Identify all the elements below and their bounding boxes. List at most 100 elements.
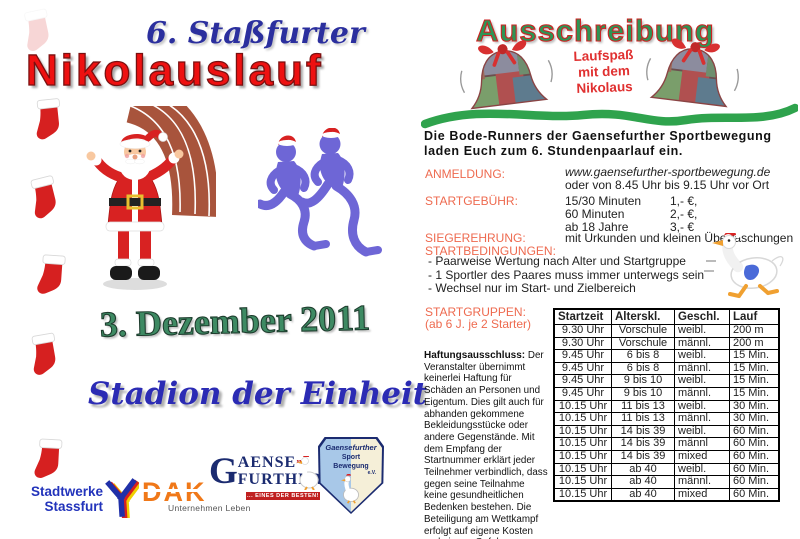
intro-line1: Die Bode-Runners der Gaensefurther Sport… [424, 129, 772, 143]
badge-line2: Sport [341, 454, 361, 461]
stocking-icon [25, 329, 66, 378]
table-cell: 11 bis 13 [611, 399, 675, 414]
table-cell: 10.15 Uhr [553, 449, 612, 464]
table-cell: 30 Min. [729, 412, 780, 426]
table-row: 9.30 Uhr Vorschule weibl. 200 m [553, 324, 780, 338]
table-row: 10.15 Uhr 11 bis 13 männl. 30 Min. [553, 412, 780, 426]
table-cell: männl. [674, 412, 730, 426]
gaense-big-g: G [209, 451, 238, 492]
table-cell: 14 bis 39 [611, 437, 675, 451]
stocking-icon [32, 436, 68, 482]
badge-goose-icon [341, 474, 359, 504]
col-geschlecht: Geschl. [674, 308, 730, 325]
table-row: 9.45 Uhr 9 bis 10 weibl. 15 Min. [553, 374, 780, 388]
table-cell: 14 bis 39 [611, 449, 675, 464]
table-cell: 15 Min. [729, 374, 780, 388]
table-cell: 60 Min. [729, 462, 780, 477]
table-row: 10.15 Uhr 14 bis 39 männl 60 Min. [553, 437, 780, 451]
table-cell: 6 bis 8 [611, 349, 675, 363]
col-altersklasse: Alterskl. [611, 308, 675, 325]
stocking-icon [31, 95, 69, 142]
gaense-mark: ” [296, 458, 303, 470]
startgebuehr-label: STARTGEBÜHR: [425, 194, 518, 208]
stadtwerke-logo: Stadtwerke Stassfurt [27, 484, 103, 514]
santa-on-track-illustration [86, 106, 216, 290]
badge-ev: e.V. [367, 470, 376, 476]
table-cell: weibl. [674, 349, 730, 363]
table-cell: männl. [674, 336, 730, 351]
fee-price: 3,- € [670, 220, 695, 234]
event-date: 3. Dezember 2011 [99, 297, 371, 345]
stadtwerke-line2: Stassfurt [44, 498, 103, 514]
table-cell: 10.15 Uhr [553, 475, 612, 489]
table-cell: ab 40 [611, 462, 675, 477]
dak-logo: DAK [142, 477, 207, 507]
start-table-body: 9.30 Uhr Vorschule weibl. 200 m 9.30 Uhr Vors… [553, 324, 780, 502]
event-title: Nikolauslauf [25, 45, 324, 95]
badge-line3: Bewegung [333, 463, 369, 470]
table-cell: 60 Min. [729, 424, 780, 439]
table-cell: 9 bis 10 [611, 374, 675, 388]
tagline: Laufspaß mit dem Nikolaus [560, 47, 648, 98]
table-cell: 200 m [729, 336, 780, 351]
table-cell: weibl. [674, 324, 730, 338]
table-cell: 9.45 Uhr [553, 349, 612, 363]
startgruppen-note: (ab 6 J. je 2 Starter) [425, 317, 532, 331]
stadtwerke-y-icon [105, 478, 139, 518]
dak-tagline: Unternehmen Leben [168, 503, 251, 513]
table-cell: 200 m [729, 324, 780, 338]
col-startzeit: Startzeit [553, 308, 612, 325]
event-venue: Stadion der Einheit [88, 376, 428, 412]
table-row: 10.15 Uhr 14 bis 39 mixed 60 Min. [553, 449, 780, 464]
fee-price: 1,- €, [670, 194, 698, 208]
table-cell: 10.15 Uhr [553, 424, 612, 439]
table-cell: mixed [674, 449, 730, 464]
siegerehrung-text: mit Urkunden und kleinen Überraschungen [565, 231, 794, 245]
gaense-goose-icon [297, 456, 319, 490]
intro-line2: laden Euch zum 6. Stundenpaarlauf ein. [424, 144, 683, 158]
table-cell: ab 40 [611, 487, 675, 502]
table-cell: 9.45 Uhr [553, 374, 612, 388]
table-cell: 60 Min. [729, 449, 780, 464]
table-cell: männl [674, 437, 730, 451]
col-lauf: Lauf [729, 308, 780, 325]
tagline-line3: Nikolaus [576, 79, 633, 96]
startbedingungen-list: - Paarweise Wertung nach Alter und Start… [428, 254, 704, 296]
table-row: 10.15 Uhr ab 40 männl. 60 Min. [553, 475, 780, 489]
table-cell: 10.15 Uhr [553, 399, 612, 414]
table-cell: mixed [674, 487, 730, 502]
table-cell: 10.15 Uhr [553, 462, 612, 477]
table-cell: 9.45 Uhr [553, 361, 612, 376]
table-cell: 60 Min. [729, 475, 780, 489]
table-cell: 9.45 Uhr [553, 386, 612, 401]
dak-logo-stripe [142, 489, 204, 492]
badge-line1: Gaensefurther [325, 443, 377, 452]
table-cell: 10.15 Uhr [553, 412, 612, 426]
table-row: 9.30 Uhr Vorschule männl. 200 m [553, 336, 780, 351]
stocking-icon [24, 172, 68, 223]
table-row: 10.15 Uhr 14 bis 39 weibl. 60 Min. [553, 424, 780, 439]
table-cell: 60 Min. [729, 437, 780, 451]
fee-item: 15/30 Minuten [565, 194, 642, 208]
table-row: 9.45 Uhr 6 bis 8 weibl. 15 Min. [553, 349, 780, 363]
fee-item: 60 Minuten [565, 207, 625, 221]
siegerehrung-label: SIEGEREHRUNG: [425, 231, 526, 245]
running-goose-illustration [704, 233, 784, 298]
table-cell: Vorschule [611, 324, 675, 338]
disclaimer-body: Der Veranstalter übernimmt keinerlei Haf… [424, 350, 548, 539]
runners-silhouette-illustration [258, 128, 382, 257]
bedingung-item: - Paarweise Wertung nach Alter und Start… [428, 254, 686, 268]
table-cell: 15 Min. [729, 349, 780, 363]
table-cell: weibl. [674, 374, 730, 388]
fee-price: 2,- €, [670, 207, 698, 221]
tagline-line1: Laufspaß [573, 46, 634, 65]
table-cell: weibl. [674, 399, 730, 414]
table-cell: 9.30 Uhr [553, 336, 612, 351]
table-row: 9.45 Uhr 9 bis 10 männl. 15 Min. [553, 386, 780, 401]
anmeldung-website: www.gaensefurther-sportbewegung.de [565, 165, 771, 179]
gaense-banner: ... EINES DER BESTEN! [246, 492, 320, 500]
table-cell: 60 Min. [729, 487, 780, 502]
table-row: 10.15 Uhr ab 40 weibl. 60 Min. [553, 462, 780, 477]
anmeldung-alternative: oder von 8.45 Uhr bis 9.15 Uhr vor Ort [565, 178, 770, 192]
stocking-icon [35, 252, 72, 298]
